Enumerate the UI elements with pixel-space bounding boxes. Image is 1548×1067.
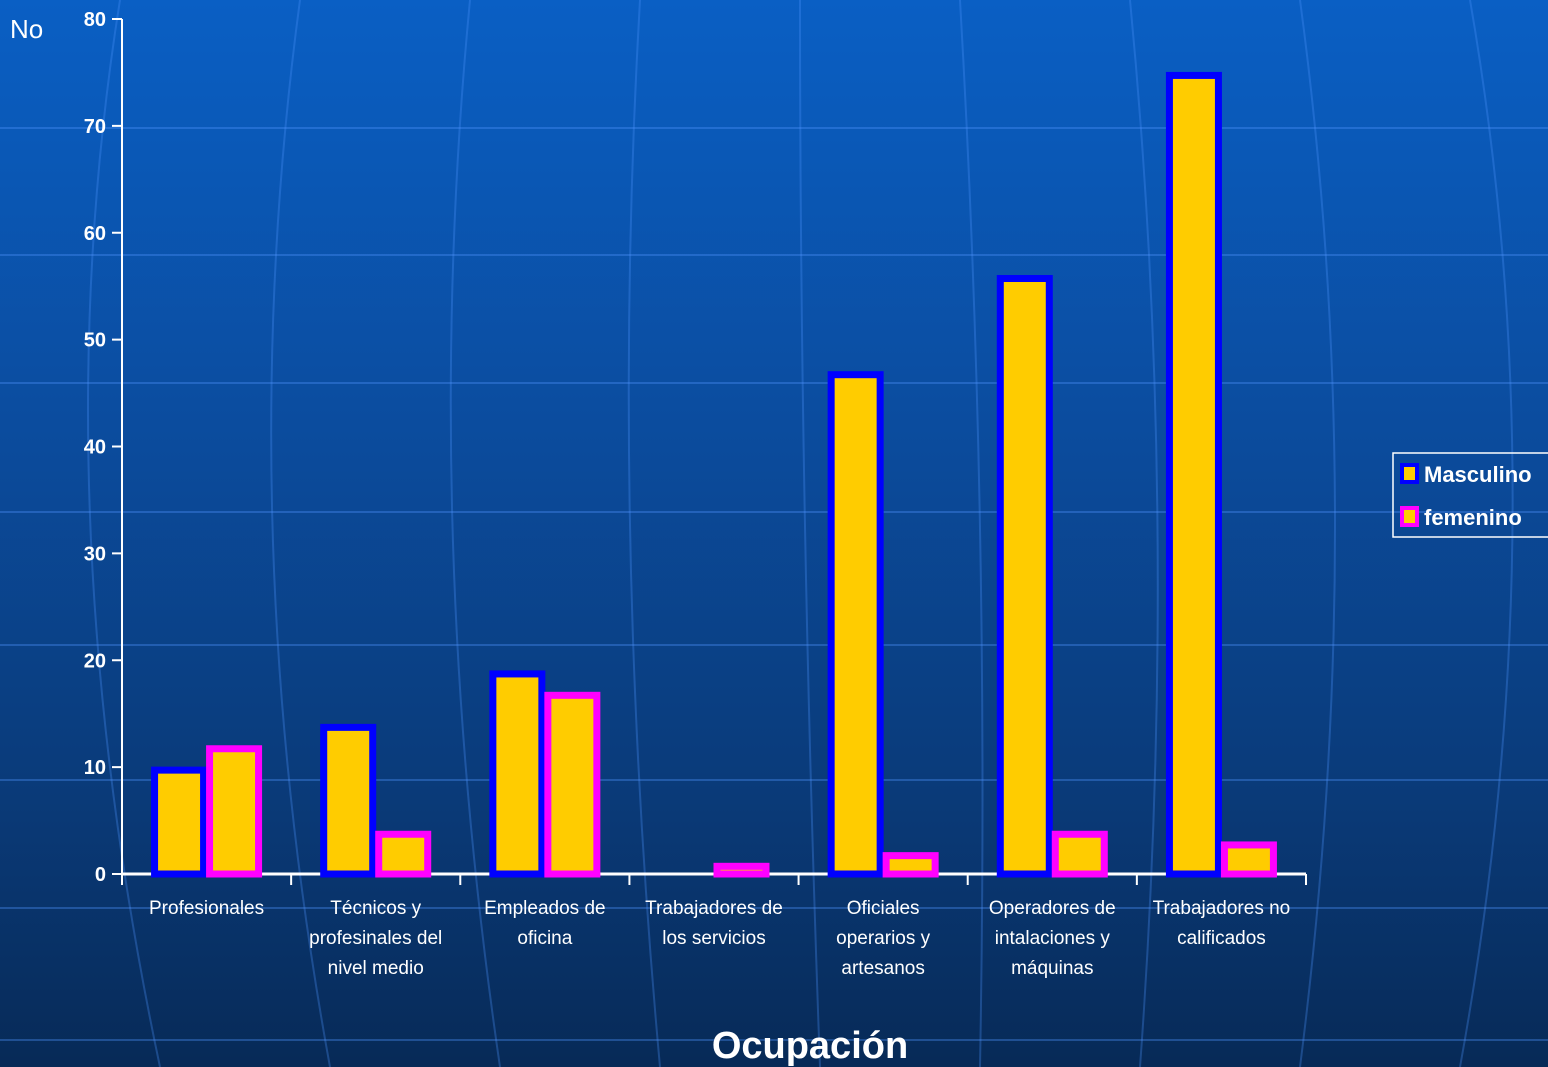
bar-masculino-1 xyxy=(320,723,377,878)
y-tick-label: 10 xyxy=(84,757,106,779)
bar-masculino-0 xyxy=(151,766,208,878)
x-tick-label: Trabajadores no calificados xyxy=(1153,898,1291,949)
legend: Masculino femenino xyxy=(1392,452,1548,538)
bar-femenino-1 xyxy=(375,830,432,878)
globe-meridian-line xyxy=(270,0,331,1067)
y-axis: 0 10 20 30 40 50 60 70 80 xyxy=(84,9,123,886)
x-tick-label: Profesionales xyxy=(149,898,264,919)
x-tick-label: Trabajadores de los servicios xyxy=(645,898,783,949)
bar-masculino-2 xyxy=(489,670,546,878)
y-tick-label: 50 xyxy=(84,330,106,352)
globe-meridian-line xyxy=(87,0,161,1067)
bar-femenino-0 xyxy=(206,745,263,878)
globe-meridian-line xyxy=(449,0,501,1067)
globe-meridian-line xyxy=(799,0,821,1067)
y-tick-label: 0 xyxy=(95,864,106,886)
bar-femenino-4 xyxy=(882,852,939,878)
legend-label-femenino: femenino xyxy=(1424,505,1522,530)
globe-meridian-line xyxy=(627,0,661,1067)
y-tick-label: 70 xyxy=(84,116,106,138)
x-tick-label: Oficiales operarios y artesanos xyxy=(836,898,930,979)
globe-meridian-line xyxy=(1129,0,1159,1067)
bar-masculino-6 xyxy=(1165,71,1222,878)
y-tick-label: 80 xyxy=(84,9,106,31)
bar-femenino-5 xyxy=(1051,830,1108,878)
legend-swatch-femenino xyxy=(1400,506,1419,527)
y-axis-label: No xyxy=(10,14,43,44)
globe-meridian-line xyxy=(1459,0,1514,1067)
bar-femenino-3 xyxy=(713,862,770,878)
y-tick-label: 40 xyxy=(84,437,106,459)
x-tick-label: Técnicos y profesinales del nivel medio xyxy=(309,898,442,979)
bar-femenino-2 xyxy=(544,691,601,878)
bars xyxy=(151,71,1277,878)
bar-femenino-6 xyxy=(1220,841,1277,878)
bar-masculino-4 xyxy=(827,371,884,878)
y-tick-label: 60 xyxy=(84,223,106,245)
x-tick-label: Empleados de oficina xyxy=(484,898,605,949)
globe-meridian-line xyxy=(1299,0,1336,1067)
x-axis-label: Ocupación xyxy=(712,1025,908,1067)
x-axis: Profesionales Técnicos y profesinales del n… xyxy=(121,872,1307,979)
globe-meridian-line xyxy=(959,0,984,1067)
legend-swatch-masculino xyxy=(1400,463,1419,484)
legend-label-masculino: Masculino xyxy=(1424,462,1532,487)
y-tick-label: 20 xyxy=(84,650,106,672)
x-tick-label: Operadores de intalaciones y máquinas xyxy=(989,898,1116,979)
legend-box xyxy=(1392,452,1548,538)
y-tick-label: 30 xyxy=(84,543,106,565)
bar-masculino-5 xyxy=(996,275,1053,878)
